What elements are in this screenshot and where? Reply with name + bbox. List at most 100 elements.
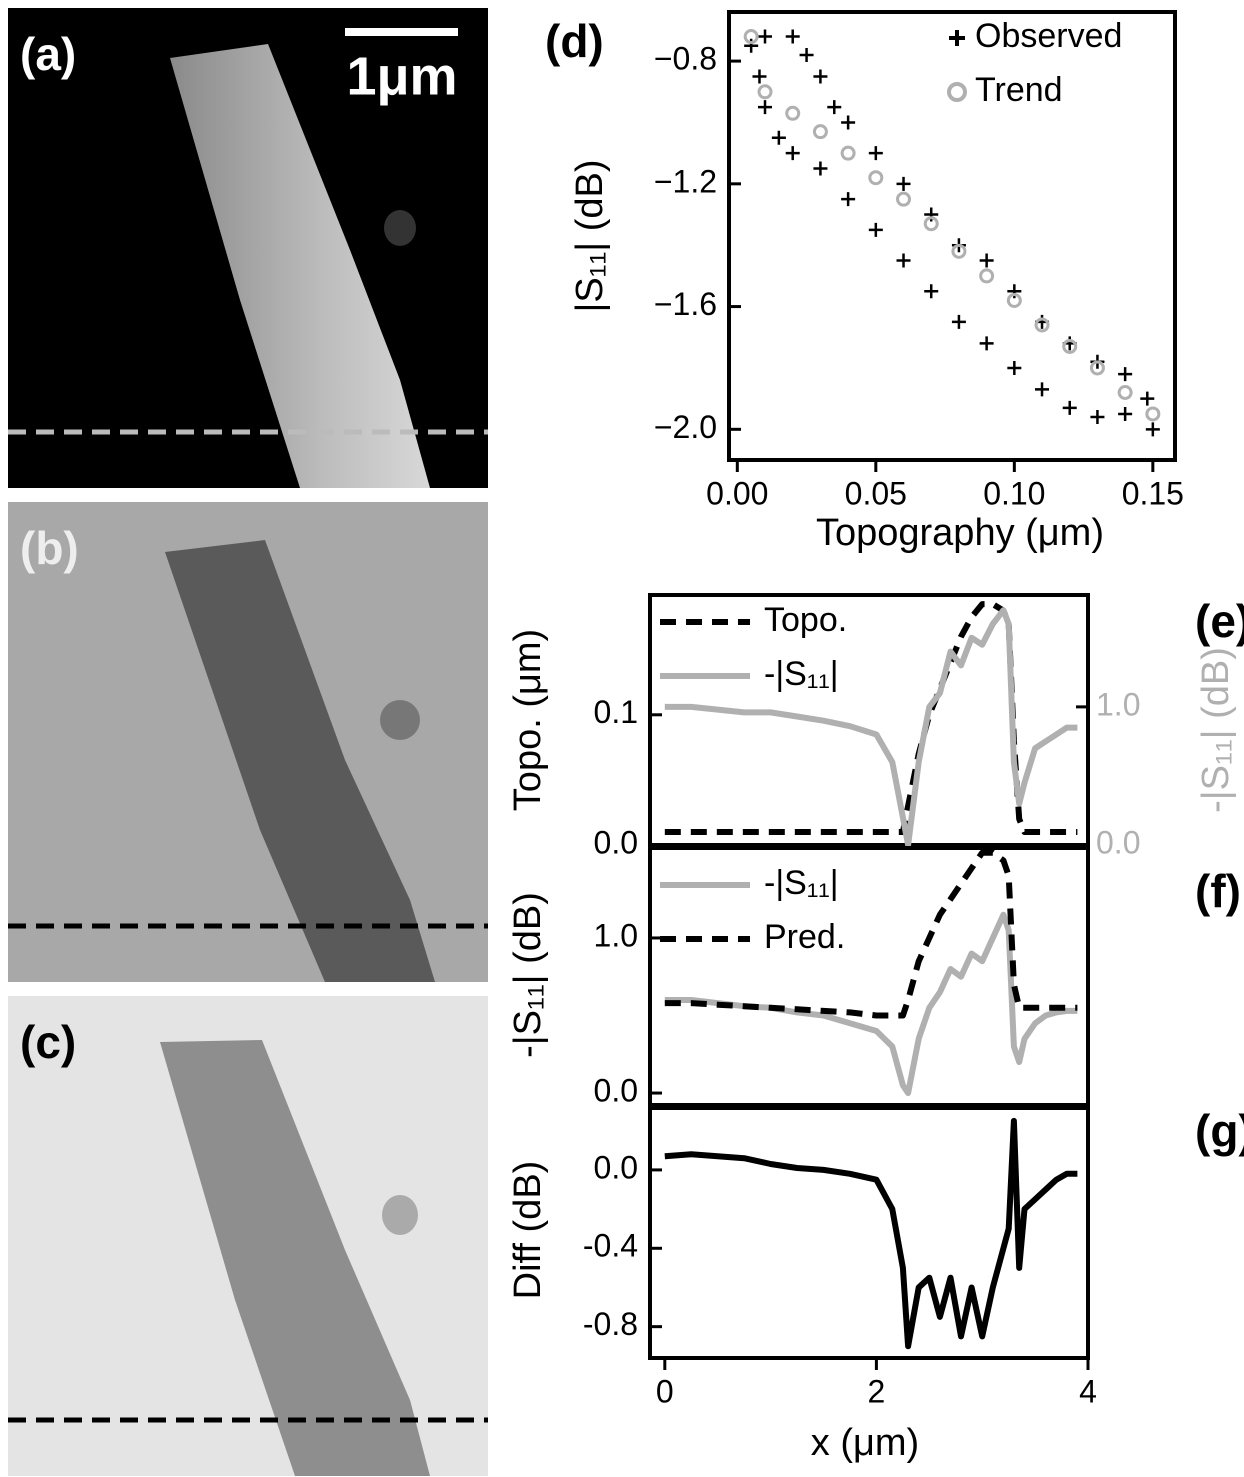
point [1062, 400, 1077, 415]
y-tick-label: −1.2 [654, 163, 717, 199]
y-tick-label: 0.0 [594, 1073, 638, 1109]
line [664, 1117, 1078, 1350]
point [1090, 410, 1105, 425]
point [841, 192, 856, 207]
wire-b [165, 540, 435, 982]
point [785, 29, 800, 44]
point [752, 69, 767, 84]
point [758, 100, 773, 115]
legend-label: Topo. [764, 601, 847, 639]
x-tick-label: 0.05 [845, 475, 907, 511]
x-tick-label: 0.15 [1122, 475, 1184, 511]
particle-a [384, 210, 416, 246]
point [1034, 317, 1050, 333]
point [785, 105, 801, 121]
point [785, 146, 800, 161]
legend-label: -|S₁₁| [764, 864, 839, 902]
point [841, 115, 856, 130]
point [1118, 406, 1133, 421]
point [1145, 422, 1160, 437]
point [951, 314, 966, 329]
y-axis-label: |S₁₁| (dB) [569, 159, 611, 312]
point [813, 69, 828, 84]
point [1117, 384, 1133, 400]
point [1007, 360, 1022, 375]
axes-frame [648, 593, 1090, 847]
y2-tick-label: 0.0 [1096, 824, 1140, 860]
point [868, 170, 884, 186]
point [813, 161, 828, 176]
x-tick-label: 2 [868, 1373, 886, 1409]
point [1118, 367, 1133, 382]
point [896, 176, 911, 191]
point [799, 47, 814, 62]
y-tick-label: -0.8 [583, 1306, 638, 1342]
legend-label: Observed [975, 17, 1122, 55]
point [1062, 338, 1078, 354]
x-tick-label: 0.10 [983, 475, 1045, 511]
x-tick-label: 0.00 [706, 475, 768, 511]
panel-label: (d) [545, 15, 604, 67]
legend-label: -|S₁₁| [764, 655, 839, 693]
x-axis-label: Topography (μm) [816, 512, 1104, 554]
axes-frame [727, 10, 1177, 462]
y-tick-label: 0.1 [594, 694, 638, 730]
point [868, 146, 883, 161]
panel-label: (f) [1195, 865, 1241, 917]
line [664, 607, 1078, 848]
panel-label: (g) [1195, 1105, 1244, 1157]
point [771, 130, 786, 145]
y-tick-label: −1.6 [654, 286, 717, 322]
point [743, 29, 759, 45]
point [979, 268, 995, 284]
y-tick-label: −0.8 [654, 41, 717, 77]
point [924, 284, 939, 299]
panel-label: (e) [1195, 595, 1244, 647]
legend-label: Pred. [764, 918, 845, 956]
wire-a [170, 44, 430, 488]
point [951, 243, 967, 259]
point [1035, 382, 1050, 397]
scale-bar-label: 1μm [346, 46, 457, 106]
line [664, 849, 1078, 1019]
point [758, 29, 773, 44]
point [1145, 406, 1161, 422]
panel-label: (a) [20, 28, 76, 80]
point [840, 145, 856, 161]
panel-label: (c) [20, 1016, 76, 1068]
y-tick-label: 0.0 [594, 824, 638, 860]
point [868, 222, 883, 237]
x-tick-label: 4 [1079, 1373, 1097, 1409]
y-axis-label: Diff (dB) [507, 1161, 549, 1300]
y2-axis-label: -|S₁₁| (dB) [1195, 647, 1237, 813]
y2-tick-label: 1.0 [1096, 686, 1140, 722]
point [896, 253, 911, 268]
point [1006, 292, 1022, 308]
panel-label: (b) [20, 522, 79, 574]
y-axis-label: -|S₁₁| (dB) [507, 892, 549, 1058]
point [1140, 391, 1155, 406]
point [923, 216, 939, 232]
point [979, 336, 994, 351]
axes-frame [648, 1106, 1090, 1360]
y-tick-label: 0.0 [594, 1149, 638, 1185]
y-tick-label: 1.0 [594, 917, 638, 953]
y-tick-label: -0.4 [583, 1228, 638, 1264]
line [664, 911, 1078, 1097]
x-axis-label: x (μm) [811, 1422, 919, 1464]
point [827, 100, 842, 115]
axes-frame [648, 846, 1090, 1107]
legend-marker [949, 30, 965, 46]
y-axis-label: Topo. (μm) [507, 629, 549, 811]
particle-b [380, 700, 420, 740]
y-tick-label: −2.0 [654, 409, 717, 445]
point [896, 191, 912, 207]
point [757, 84, 773, 100]
x-tick-label: 0 [656, 1373, 674, 1409]
wire-c [160, 1040, 430, 1476]
legend-label: Trend [975, 71, 1063, 109]
particle-c [382, 1195, 418, 1235]
legend-marker [947, 82, 967, 102]
